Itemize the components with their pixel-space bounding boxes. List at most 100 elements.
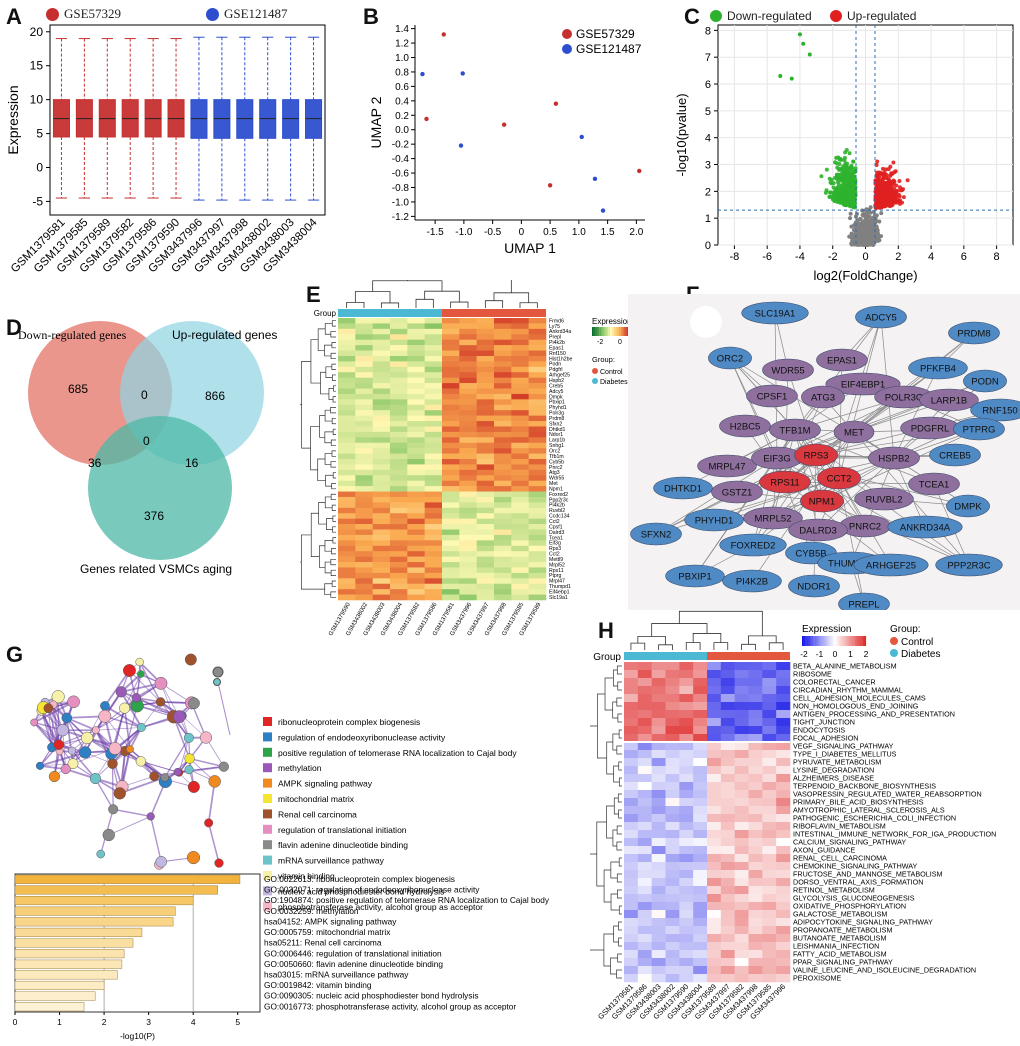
heatmap-cell: [407, 529, 425, 536]
heatmap-cell: [624, 678, 639, 687]
x-tick-label: -2: [828, 251, 838, 263]
gene-label: Cyb5b: [549, 459, 564, 465]
heatmap-cell: [637, 886, 652, 895]
heatmap-cell: [372, 404, 391, 411]
heatmap-cell: [424, 545, 443, 552]
y-tick-label: -1.0: [392, 197, 410, 208]
dendrogram-branch: [310, 426, 320, 471]
venn-set-label: Down-regulated genes: [18, 328, 127, 342]
network-edge: [139, 661, 162, 703]
panel-h: H Group BETA_ALANINE_METABOLISM RIBOSOME CO…: [590, 610, 1020, 1046]
panel-label: B: [363, 4, 379, 29]
heatmap-cell: [693, 710, 708, 719]
network-node: [108, 804, 119, 815]
heatmap-cell: [637, 806, 652, 815]
heatmap-cell: [355, 318, 373, 324]
heatmap-cell: [651, 830, 666, 839]
heatmap-cell: [372, 502, 391, 509]
heatmap-cell: [528, 480, 547, 487]
legend-gradient: [834, 636, 836, 646]
heatmap-cell: [748, 686, 763, 695]
heatmap-cell: [624, 910, 639, 919]
heatmap-cell: [407, 540, 425, 547]
heatmap-cell: [624, 934, 639, 943]
pathway-label: ANTIGEN_PROCESSING_AND_PRESENTATION: [793, 709, 955, 718]
heatmap-cell: [679, 814, 694, 823]
heatmap-cell: [720, 742, 735, 751]
dendrogram-branch: [613, 925, 619, 943]
heatmap-cell: [442, 502, 460, 509]
heatmap-cell: [679, 902, 694, 911]
dendrogram-branch: [685, 642, 701, 650]
heatmap-cell: [407, 366, 425, 373]
heatmap-cell: [424, 572, 443, 579]
heatmap-cell: [390, 475, 408, 481]
heatmap-cell: [528, 350, 547, 357]
heatmap-cell: [390, 513, 408, 519]
heatmap-cell: [776, 718, 791, 727]
heatmap-cell: [679, 934, 694, 943]
heatmap-cell: [442, 524, 460, 530]
heatmap-cell: [624, 822, 639, 831]
heatmap-cell: [442, 361, 460, 368]
legend-term: flavin adenine dinucleotide binding: [278, 840, 408, 850]
heatmap-cell: [748, 662, 763, 671]
gene-label: Phyhd1: [549, 405, 567, 411]
network-node: [67, 746, 77, 755]
heatmap-cell: [637, 750, 652, 759]
heatmap-cell: [511, 339, 529, 346]
umap-scatter: -1.5 -1.0 -0.5 0 0.5 1.0 1.5 2.01.41.21.00.80.6…: [368, 24, 645, 256]
scatter-point: [441, 32, 446, 37]
heatmap-cell: [679, 958, 694, 967]
group-legend-item: Diabetes: [600, 379, 628, 386]
heatmap-cell: [637, 694, 652, 703]
heatmap-cell: [476, 328, 495, 335]
legend-swatch: [263, 778, 272, 788]
heatmap-cell: [679, 798, 694, 807]
y-tick-label: 20: [30, 25, 44, 39]
dendrogram-branch: [590, 725, 598, 855]
heatmap-cell: [707, 766, 722, 775]
heatmap-cell: [720, 758, 735, 767]
heatmap-cell: [442, 556, 460, 563]
heatmap-cell: [355, 464, 373, 471]
pathway-label: BETA_ALANINE_METABOLISM: [793, 661, 897, 670]
heatmap-cell: [734, 894, 749, 903]
heatmap-cell: [720, 782, 735, 791]
heatmap-cell: [651, 934, 666, 943]
group-bar-control: [707, 652, 790, 660]
heatmap-cell: [355, 562, 373, 568]
heatmap-cell: [511, 486, 529, 492]
gene-label: Tfb1m: [549, 454, 564, 460]
heatmap-cell: [624, 766, 639, 775]
gene-label: Ppp2r3c: [549, 497, 569, 503]
pathway-label: CALCIUM_SIGNALING_PATHWAY: [793, 837, 906, 846]
heatmap-cell: [776, 910, 791, 919]
heatmap-cell: [762, 838, 777, 847]
heatmap-cell: [476, 415, 495, 422]
dendrogram-branch: [590, 949, 604, 951]
heatmap-cell: [651, 894, 666, 903]
network-node: [788, 574, 840, 598]
heatmap-cell: [459, 594, 477, 601]
heatmap-cell: [776, 926, 791, 935]
dendrogram-branch: [618, 777, 622, 787]
bar-label: GO:0019842: vitamin binding: [264, 980, 372, 990]
heatmap-cell: [707, 966, 722, 975]
volcano-point: [885, 176, 890, 181]
heatmap-cell: [624, 750, 639, 759]
heatmap-cell: [511, 426, 529, 433]
heatmap-cell: [624, 702, 639, 711]
heatmap-cell: [424, 318, 443, 324]
heatmap-cell: [372, 393, 391, 400]
scatter-point: [637, 168, 642, 174]
legend-swatch: [263, 855, 272, 865]
dendrogram-branch: [610, 893, 620, 911]
heatmap-cell: [372, 475, 391, 481]
heatmap-cell: [665, 670, 680, 679]
heatmap-cell: [693, 878, 708, 887]
heatmap-cell: [476, 383, 495, 389]
heatmap-cell: [511, 334, 529, 340]
heatmap-cell: [748, 678, 763, 687]
heatmap-cell: [494, 529, 512, 536]
